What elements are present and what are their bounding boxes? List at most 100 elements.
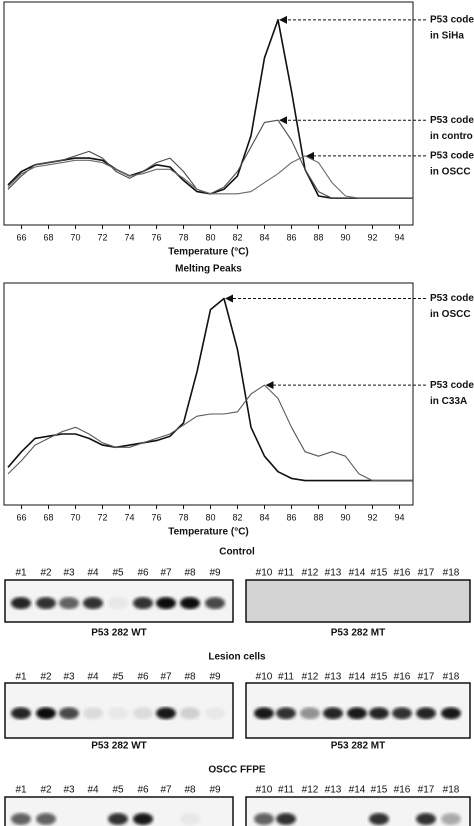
annotation-text: in OSCC xyxy=(430,167,471,178)
gel-band xyxy=(323,813,343,825)
lane-label: #2 xyxy=(40,568,52,579)
melt-curve xyxy=(7,297,413,482)
lane-label: #4 xyxy=(87,672,99,683)
lane-label: #13 xyxy=(325,785,342,796)
lane-label: #17 xyxy=(418,568,435,579)
gel-title: Lesion cells xyxy=(208,652,266,663)
gel-band xyxy=(180,813,200,825)
gel-band xyxy=(300,707,320,720)
annotation-text: P53 code xyxy=(430,151,474,162)
lane-label: #9 xyxy=(209,672,221,683)
x-tick-label: 92 xyxy=(367,512,377,522)
lane-label: #18 xyxy=(443,568,460,579)
gel-band xyxy=(441,707,461,720)
lane-label: #13 xyxy=(325,672,342,683)
gel-band xyxy=(276,707,296,720)
x-tick-label: 82 xyxy=(233,512,243,522)
x-tick-label: 76 xyxy=(152,512,162,522)
lane-label: #18 xyxy=(443,672,460,683)
annotation-text: in SiHa xyxy=(430,30,464,41)
lane-label: #3 xyxy=(63,785,75,796)
lane-label: #10 xyxy=(256,672,273,683)
gel-band xyxy=(300,813,320,825)
x-tick-label: 80 xyxy=(206,512,216,522)
x-tick-label: 68 xyxy=(44,232,54,242)
gel-band xyxy=(205,707,225,720)
x-tick-label: 92 xyxy=(367,232,377,242)
x-tick-label: 80 xyxy=(206,232,216,242)
lane-label: #5 xyxy=(112,568,124,579)
lane-label: #10 xyxy=(256,568,273,579)
gel-band xyxy=(300,597,320,609)
x-axis-label: Temperature (°C) xyxy=(168,247,249,258)
lane-label: #4 xyxy=(87,785,99,796)
gel-band xyxy=(254,813,274,825)
gel-band xyxy=(11,707,31,720)
lane-label: #9 xyxy=(209,785,221,796)
x-tick-label: 70 xyxy=(71,512,81,522)
annotation-text: P53 code xyxy=(430,14,474,25)
annotation-text: in contro xyxy=(430,131,473,142)
x-tick-label: 94 xyxy=(394,512,404,522)
gel-band xyxy=(59,813,79,825)
lane-label: #14 xyxy=(349,785,366,796)
gel-band xyxy=(133,707,153,720)
gel-band xyxy=(441,813,461,825)
gel-band xyxy=(276,813,296,825)
gel-box xyxy=(245,579,471,623)
gel-band xyxy=(156,813,176,825)
x-tick-label: 70 xyxy=(71,232,81,242)
plot-frame xyxy=(3,282,414,506)
gel-band xyxy=(59,707,79,720)
gel-band xyxy=(323,597,343,609)
x-tick-label: 90 xyxy=(341,232,351,242)
gel-band xyxy=(347,597,367,609)
x-tick-label: 66 xyxy=(17,232,27,242)
gel-band xyxy=(392,813,412,825)
gel-band xyxy=(108,813,128,825)
gel-band xyxy=(156,707,176,720)
lane-label: #7 xyxy=(160,568,172,579)
gel-caption: P53 282 WT xyxy=(91,741,147,752)
lane-label: #12 xyxy=(302,785,319,796)
lane-label: #15 xyxy=(371,568,388,579)
x-tick-label: 84 xyxy=(260,232,270,242)
x-tick-label: 74 xyxy=(125,512,135,522)
gel-band xyxy=(323,707,343,720)
lane-label: #12 xyxy=(302,568,319,579)
x-axis-label: Temperature (°C) xyxy=(168,527,249,538)
lane-label: #6 xyxy=(137,568,149,579)
annotation-text: P53 code xyxy=(430,115,474,126)
gel-band xyxy=(11,813,31,825)
gel-band xyxy=(108,597,128,610)
gel-band xyxy=(369,597,389,609)
lane-label: #1 xyxy=(15,672,27,683)
lane-label: #1 xyxy=(15,785,27,796)
x-tick-label: 88 xyxy=(314,232,324,242)
melt-curve xyxy=(7,19,413,199)
lane-label: #11 xyxy=(278,785,294,796)
gel-caption: P53 282 WT xyxy=(91,628,147,639)
gel-band xyxy=(83,707,103,720)
gel-title: OSCC FFPE xyxy=(208,765,266,776)
lane-label: #3 xyxy=(63,568,75,579)
lane-label: #8 xyxy=(184,785,196,796)
melt-curve xyxy=(7,155,413,199)
lane-label: #14 xyxy=(349,568,366,579)
lane-label: #4 xyxy=(87,568,99,579)
gel-band xyxy=(254,597,274,609)
lane-label: #13 xyxy=(325,568,342,579)
lane-label: #16 xyxy=(394,568,411,579)
gel-band xyxy=(347,707,367,720)
gel-band xyxy=(180,597,200,610)
gel-band xyxy=(36,813,56,825)
x-tick-label: 76 xyxy=(152,232,162,242)
lane-label: #16 xyxy=(394,672,411,683)
lane-label: #6 xyxy=(137,785,149,796)
lane-label: #12 xyxy=(302,672,319,683)
x-tick-label: 90 xyxy=(341,512,351,522)
melt-curve xyxy=(7,384,413,482)
gel-band xyxy=(416,813,436,825)
gel-band xyxy=(11,597,31,610)
